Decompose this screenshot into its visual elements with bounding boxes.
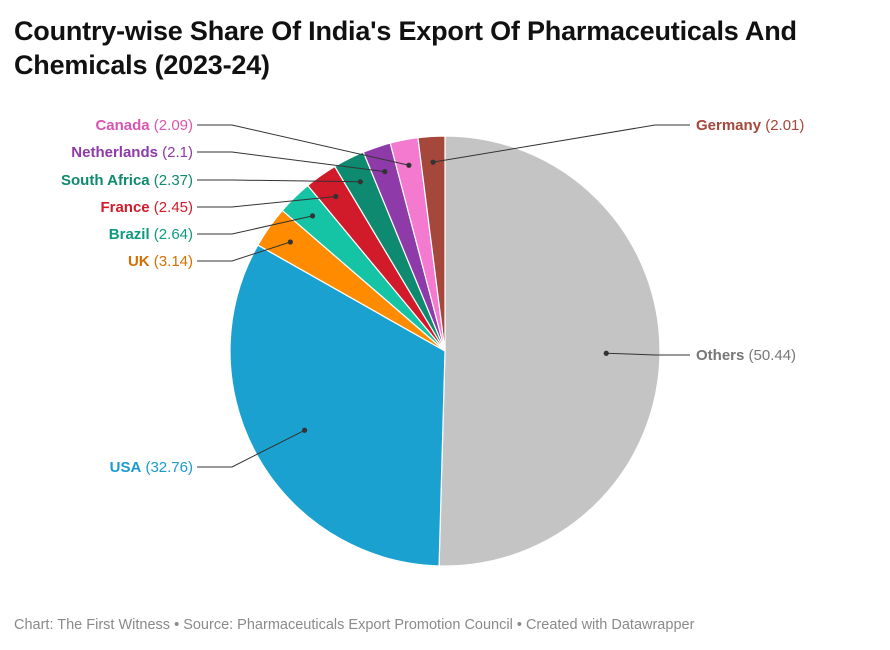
slice-label-france: France (2.45) [100, 199, 193, 216]
leader-line-canada [197, 124, 410, 166]
footer-separator: • [516, 617, 522, 633]
slice-label-value: (3.14) [150, 253, 193, 270]
slice-label-value: (32.76) [141, 459, 193, 476]
slice-label-name: Germany [696, 117, 762, 134]
slice-label-name: Canada [95, 117, 150, 134]
leader-dot-germany [430, 159, 436, 165]
slice-label-value: (2.45) [150, 199, 193, 216]
slice-label-canada: Canada (2.09) [95, 117, 193, 134]
slice-label-name: USA [110, 459, 142, 476]
leader-line-netherlands [197, 151, 385, 173]
slice-labels: Others (50.44)USA (32.76)UK (3.14)Brazil… [61, 117, 804, 476]
leader-dot-south-africa [357, 179, 363, 185]
slice-label-others: Others (50.44) [696, 347, 796, 364]
slice-label-netherlands: Netherlands (2.1) [71, 144, 193, 161]
slice-label-value: (2.09) [150, 117, 193, 134]
leader-line-south-africa [197, 179, 361, 183]
leader-line-usa [197, 429, 305, 468]
slice-label-name: Brazil [109, 226, 150, 243]
slice-label-south-africa: South Africa (2.37) [61, 172, 193, 189]
pie-slices [229, 135, 661, 567]
pie-slice-others [438, 135, 661, 567]
slice-label-value: (2.1) [158, 144, 193, 161]
leader-line-france [197, 196, 336, 208]
leader-lines [197, 124, 690, 468]
slice-label-name: Others [696, 347, 744, 364]
leader-dot-netherlands [382, 169, 388, 175]
pie-slice-usa [229, 244, 446, 567]
leader-line-brazil [197, 215, 313, 235]
slice-label-usa: USA (32.76) [110, 459, 193, 476]
slice-label-value: (2.64) [150, 226, 193, 243]
slice-label-name: Netherlands [71, 144, 158, 161]
chart-footer: Chart: The First Witness • Source: Pharm… [14, 617, 694, 633]
leader-dot-brazil [309, 213, 316, 219]
slice-label-name: France [100, 199, 149, 216]
slice-label-value: (2.37) [150, 172, 193, 189]
leader-line-others [606, 352, 690, 356]
pie-slice-germany [417, 135, 446, 352]
slice-label-germany: Germany (2.01) [696, 117, 804, 134]
chart-credit: Chart: The First Witness [14, 617, 171, 633]
leader-dot-uk [287, 239, 293, 245]
leader-dot-france [333, 193, 339, 200]
leader-dot-canada [406, 162, 412, 168]
leader-line-germany [432, 124, 690, 163]
leader-line-uk [197, 241, 291, 262]
slice-label-value: (50.44) [744, 347, 796, 364]
leader-dot-usa [301, 427, 308, 433]
leader-dot-others [603, 350, 609, 356]
footer-separator: • [174, 617, 180, 633]
slice-label-name: UK [128, 253, 150, 270]
slice-label-value: (2.01) [761, 117, 804, 134]
slice-label-uk: UK (3.14) [128, 253, 193, 270]
slice-label-brazil: Brazil (2.64) [109, 226, 193, 243]
slice-label-name: South Africa [61, 172, 150, 189]
tool-credit: Created with Datawrapper [525, 617, 695, 633]
source-note: Source: Pharmaceuticals Export Promotion… [183, 617, 513, 633]
chart-title: Country-wise Share Of India's Export Of … [14, 16, 797, 80]
